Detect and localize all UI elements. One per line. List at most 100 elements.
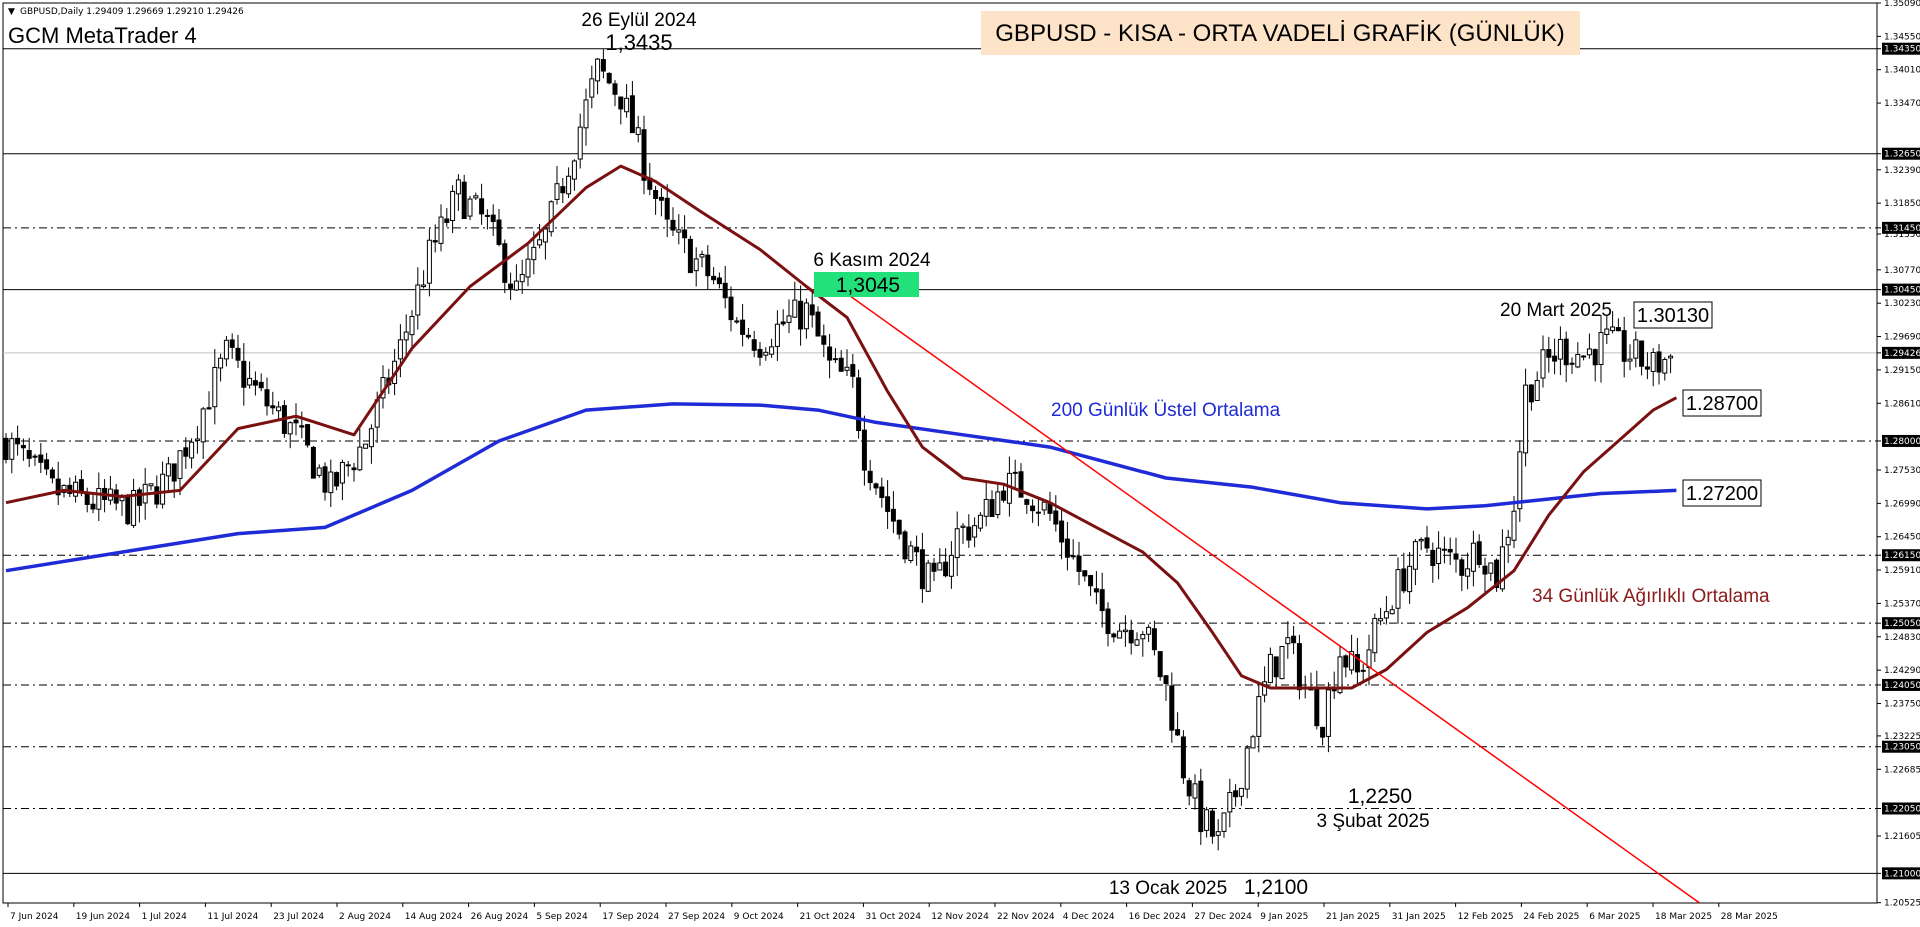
time-tick-label: 2 Aug 2024 <box>339 912 391 922</box>
candle-body <box>908 545 914 562</box>
candle-body <box>1424 537 1430 549</box>
candle-body <box>548 201 554 233</box>
price-tick-label: 1.25370 <box>1884 599 1920 609</box>
candle-body <box>1650 351 1656 372</box>
wma-value-box <box>1682 389 1762 417</box>
price-tick-label: 1.25050 <box>1884 619 1920 629</box>
candle-body <box>1209 810 1215 837</box>
price-tick-label: 1.32390 <box>1884 166 1920 176</box>
candle-body <box>38 454 44 463</box>
candle-body <box>1505 536 1511 546</box>
candle-body <box>566 175 572 195</box>
candle-body <box>1586 348 1592 356</box>
candle-body <box>1615 327 1621 332</box>
price-tick-label: 1.23050 <box>1884 743 1920 753</box>
candle-body <box>641 129 647 181</box>
candle-body <box>305 424 311 446</box>
candle-body <box>1250 736 1256 749</box>
candle-body <box>479 198 485 215</box>
candle-body <box>247 377 253 386</box>
wma-legend-label: 34 Günlük Ağırlıklı Ortalama <box>1532 586 1770 607</box>
candle-body <box>154 486 160 505</box>
candle-body <box>1627 358 1633 362</box>
peak-value-label: 1,3435 <box>605 30 672 55</box>
candle-body <box>450 190 456 221</box>
candle-body <box>740 319 746 335</box>
candle-body <box>902 531 908 560</box>
candle-body <box>1534 380 1540 401</box>
candle-body <box>1192 783 1198 799</box>
candle-body <box>1401 568 1407 592</box>
time-tick-label: 5 Sep 2024 <box>536 912 588 922</box>
price-tick-label: 1.28000 <box>1884 437 1920 447</box>
candle-body <box>1441 548 1447 551</box>
candle-body <box>838 357 844 372</box>
candle-body <box>1180 736 1186 779</box>
candle-body <box>1395 569 1401 609</box>
candle-body <box>873 483 879 489</box>
time-tick-label: 9 Jan 2025 <box>1260 912 1308 922</box>
candle-body <box>1128 629 1134 644</box>
candle-body <box>751 339 757 351</box>
candle-body <box>1215 831 1221 836</box>
price-tick-label: 1.29426 <box>1884 349 1920 359</box>
candle-body <box>287 422 293 435</box>
peak-date-label: 26 Eylül 2024 <box>581 10 697 31</box>
candle-body <box>15 437 21 445</box>
candle-body <box>618 96 624 110</box>
price-tick-label: 1.21000 <box>1884 869 1920 879</box>
time-tick-label: 17 Sep 2024 <box>602 912 659 922</box>
candle-body <box>409 316 415 336</box>
candle-body <box>595 58 601 82</box>
candle-body <box>1198 780 1204 833</box>
candle-body <box>554 183 560 200</box>
candle-body <box>1488 562 1494 574</box>
candle-body <box>200 408 206 443</box>
candle-body <box>966 526 972 541</box>
candle-body <box>699 253 705 258</box>
candle-body <box>252 380 258 386</box>
price-tick-highlight <box>1882 42 1920 55</box>
candle-body <box>293 419 299 424</box>
wma-value-label: 1.28700 <box>1686 393 1758 415</box>
time-tick-label: 27 Dec 2024 <box>1194 912 1252 922</box>
candle-body <box>49 469 55 479</box>
candle-body <box>983 498 989 517</box>
candle-body <box>1447 548 1453 553</box>
candle-body <box>571 160 577 180</box>
candle-body <box>1088 575 1094 587</box>
candle-body <box>1291 635 1297 644</box>
price-tick-label: 1.23225 <box>1884 732 1920 742</box>
candle-body <box>310 446 316 479</box>
candle-body <box>194 438 200 442</box>
jan-value-label: 1,2100 <box>1244 876 1308 899</box>
candle-body <box>624 97 630 113</box>
price-tick-label: 1.30230 <box>1884 299 1920 309</box>
price-tick-label: 1.24830 <box>1884 633 1920 643</box>
candle-body <box>995 491 1001 516</box>
price-tick-highlight <box>1882 283 1920 296</box>
candle-body <box>1041 501 1047 511</box>
time-tick-label: 18 Mar 2025 <box>1655 912 1712 922</box>
candle-body <box>537 239 543 246</box>
downtrend-line <box>840 289 1701 904</box>
candle-body <box>125 496 131 525</box>
candle-body <box>560 186 566 194</box>
candle-body <box>1563 338 1569 366</box>
time-tick-label: 1 Jul 2024 <box>142 912 187 922</box>
candle-body <box>1644 366 1650 370</box>
candle-body <box>1354 654 1360 673</box>
candle-body <box>925 562 931 592</box>
price-tick-label: 1.26450 <box>1884 533 1920 543</box>
candle-body <box>960 525 966 528</box>
candle-body <box>821 335 827 345</box>
chart-arrow-icon[interactable]: ▼ <box>8 7 15 17</box>
candle-body <box>1134 639 1140 646</box>
candle-body <box>189 441 195 459</box>
candle-body <box>148 483 154 487</box>
candle-body <box>1035 511 1041 514</box>
candle-body <box>229 339 235 348</box>
candle-body <box>937 562 943 571</box>
price-tick-label: 1.23750 <box>1884 699 1920 709</box>
